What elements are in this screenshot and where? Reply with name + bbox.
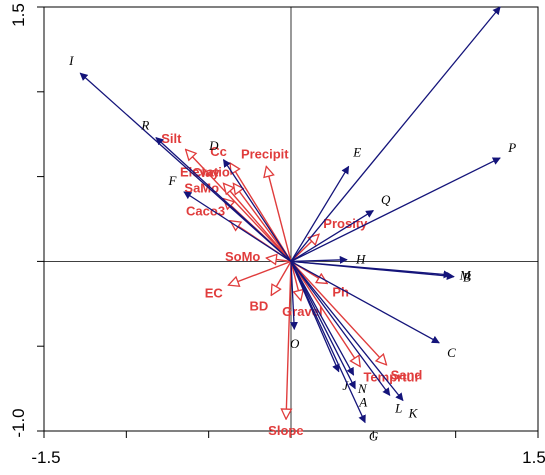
- environment-label: Slope: [268, 423, 303, 438]
- species-arrow: [290, 157, 501, 262]
- species-arrow: [290, 260, 404, 402]
- species-arrow: [289, 261, 298, 331]
- environment-arrow: [271, 261, 292, 295]
- x-tick-label: -1.5: [31, 448, 60, 467]
- species-label: N: [357, 381, 368, 396]
- species-arrow: [290, 261, 355, 376]
- x-tick-label: 1.5: [522, 448, 545, 467]
- species-label: H: [355, 251, 366, 266]
- species-label: B: [463, 270, 471, 285]
- environment-arrow: [186, 149, 292, 262]
- species-arrow: [290, 165, 350, 262]
- environment-label: Prosity: [323, 216, 368, 231]
- y-tick-label: 1.5: [9, 3, 28, 27]
- environment-label: BD: [249, 299, 268, 314]
- environment-label: SoMo: [225, 249, 260, 264]
- species-arrow: [290, 260, 452, 279]
- species-arrow: [290, 261, 356, 390]
- environment-label: Cc: [210, 144, 227, 159]
- environment-label: Ph: [332, 285, 349, 300]
- species-label: J: [342, 378, 349, 393]
- species-label: F: [167, 173, 177, 188]
- environment-arrow: [266, 258, 292, 261]
- species-arrow: [183, 191, 292, 262]
- environment-arrow: [290, 260, 387, 364]
- species-label: M: [459, 268, 472, 283]
- species-arrow: [290, 260, 440, 344]
- species-arrow: [290, 255, 348, 264]
- environment-arrow: [290, 261, 360, 366]
- species-arrow: [290, 261, 391, 397]
- environment-label: Caco3: [186, 203, 225, 218]
- species-label: O: [290, 336, 300, 351]
- species-label: C: [447, 345, 456, 360]
- species-label: Q: [381, 192, 391, 207]
- species-arrow: [290, 6, 501, 262]
- species-arrow: [155, 137, 292, 262]
- species-label: D: [208, 138, 219, 153]
- environment-arrow: [290, 234, 319, 262]
- environment-label: Clay: [192, 165, 220, 180]
- species-arrows: S I P R D E F Q H BM O C JNA LK G: [68, 0, 516, 444]
- environment-label: Sand: [391, 367, 423, 382]
- environment-label: Precipit: [241, 147, 289, 162]
- species-label: G: [369, 429, 379, 444]
- environment-label: SaMo: [184, 181, 219, 196]
- environment-label: Temprtur: [363, 370, 419, 385]
- species-label: P: [507, 140, 516, 155]
- species-label: A: [358, 395, 367, 410]
- species-label: E: [352, 145, 361, 160]
- species-label: S: [506, 0, 513, 1]
- species-label: K: [408, 405, 419, 420]
- species-arrow: [290, 261, 366, 424]
- environment-arrow: [266, 166, 292, 262]
- y-tick-label: -1.0: [9, 408, 28, 437]
- environment-label: Silt: [161, 131, 182, 146]
- environment-arrow: [228, 260, 292, 285]
- environment-label: EC: [205, 285, 224, 300]
- species-label: L: [394, 401, 402, 416]
- species-label: R: [140, 118, 149, 133]
- environment-arrow: [223, 183, 292, 262]
- species-arrow: [222, 158, 292, 262]
- environment-arrow: [290, 261, 301, 300]
- zero-lines: [44, 7, 538, 431]
- environment-arrow: [286, 261, 291, 419]
- axis-ticks: -1.5 1.5 1.5 -1.0: [9, 3, 545, 467]
- environment-label: Elevatio: [180, 165, 230, 180]
- species-label: I: [68, 53, 74, 68]
- environment-arrow: [233, 183, 292, 262]
- species-arrow: [290, 209, 375, 262]
